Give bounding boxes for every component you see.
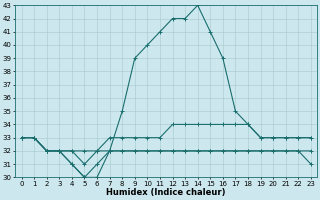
X-axis label: Humidex (Indice chaleur): Humidex (Indice chaleur) bbox=[107, 188, 226, 197]
